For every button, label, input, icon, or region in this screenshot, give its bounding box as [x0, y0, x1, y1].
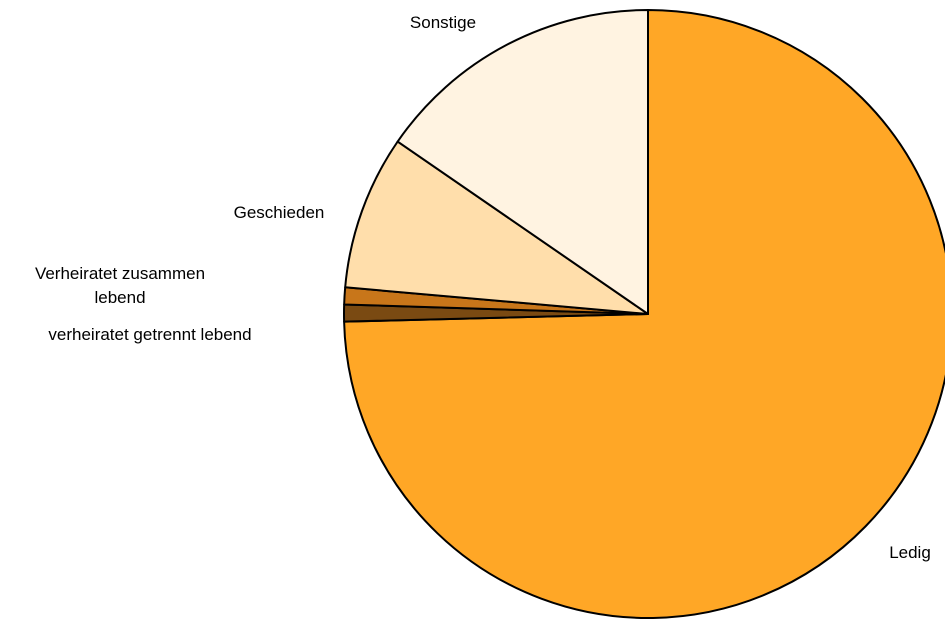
label-line: lebend — [94, 288, 145, 307]
label-verheiratet-getrennt-lebend: verheiratet getrennt lebend — [48, 325, 251, 344]
pie-slice-geschieden — [344, 140, 649, 315]
pie-slice-ledig — [343, 9, 945, 619]
label-sonstige: Sonstige — [410, 13, 476, 32]
label-geschieden: Geschieden — [234, 203, 325, 222]
label-ledig: Ledig — [889, 543, 931, 562]
pie-slices — [343, 9, 945, 619]
pie-slice-sonstige — [396, 9, 649, 315]
slice-labels: Ledig verheiratet getrennt lebend Verhei… — [35, 13, 931, 562]
label-line: Verheiratet zusammen — [35, 264, 205, 283]
label-verheiratet-zusammen-lebend: Verheiratet zusammen lebend — [35, 264, 205, 307]
